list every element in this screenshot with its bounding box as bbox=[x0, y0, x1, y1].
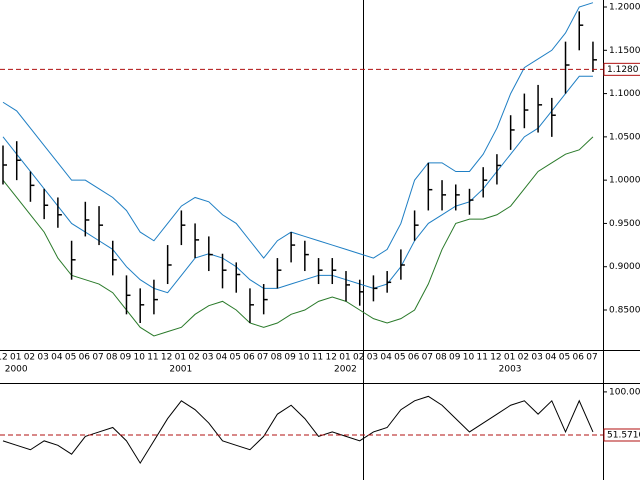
x-tick-label: 03 bbox=[202, 353, 213, 363]
y-tick-label: 1.0000 bbox=[609, 176, 640, 186]
x-tick-label: 11 bbox=[312, 353, 323, 363]
oscillator-line bbox=[2, 395, 594, 465]
lower-band bbox=[2, 136, 594, 337]
year-label: 2002 bbox=[334, 365, 357, 375]
x-tick-label: 05 bbox=[65, 353, 76, 363]
level-label-box bbox=[603, 428, 640, 442]
x-tick-label: 01 bbox=[504, 353, 515, 363]
x-tick-label: 09 bbox=[120, 353, 132, 363]
x-tick-label: 01 bbox=[10, 353, 21, 363]
x-tick-label: 06 bbox=[243, 353, 255, 363]
x-tick-label: 06 bbox=[408, 353, 420, 363]
x-tick-label: 02 bbox=[24, 353, 35, 363]
x-tick-label: 04 bbox=[51, 353, 63, 363]
x-tick-label: 05 bbox=[230, 353, 241, 363]
x-tick-label: 08 bbox=[106, 353, 118, 363]
x-tick-label: 04 bbox=[380, 353, 392, 363]
y-tick-label: 1.2000 bbox=[609, 3, 640, 13]
year-label: 2001 bbox=[169, 365, 192, 375]
upper-band bbox=[2, 2, 594, 259]
x-tick-label: 06 bbox=[573, 353, 585, 363]
x-tick-label: 07 bbox=[257, 353, 268, 363]
x-tick-label: 01 bbox=[175, 353, 186, 363]
year-label: 2003 bbox=[499, 365, 522, 375]
x-tick-label: 04 bbox=[216, 353, 228, 363]
x-tick-label: 10 bbox=[133, 353, 145, 363]
y-tick-label: 0.9000 bbox=[609, 262, 640, 272]
x-tick-label: 05 bbox=[559, 353, 570, 363]
y-tick-label: 1.1000 bbox=[609, 89, 640, 99]
x-tick-label: 04 bbox=[545, 353, 557, 363]
y-tick-label: 100.00 bbox=[609, 387, 640, 397]
x-tick-label: 07 bbox=[586, 353, 597, 363]
x-tick-label: 07 bbox=[92, 353, 103, 363]
y-tick-label: 1.0500 bbox=[609, 132, 640, 142]
x-tick-label: 11 bbox=[147, 353, 158, 363]
x-tick-label: 05 bbox=[394, 353, 405, 363]
x-tick-label: 12 bbox=[0, 353, 8, 363]
x-tick-label: 03 bbox=[531, 353, 542, 363]
x-tick-label: 01 bbox=[339, 353, 350, 363]
x-tick-label: 12 bbox=[326, 353, 337, 363]
x-tick-label: 06 bbox=[79, 353, 91, 363]
middle-band bbox=[2, 75, 593, 294]
y-tick-label: 0.8500 bbox=[609, 306, 640, 316]
level-label-box bbox=[603, 62, 640, 76]
x-tick-label: 09 bbox=[449, 353, 461, 363]
x-tick-label: 12 bbox=[161, 353, 172, 363]
year-label: 2000 bbox=[5, 365, 28, 375]
x-tick-label: 11 bbox=[476, 353, 487, 363]
x-tick-label: 10 bbox=[463, 353, 475, 363]
x-tick-label: 08 bbox=[271, 353, 283, 363]
level-label: 1.1280 bbox=[607, 65, 639, 75]
x-tick-label: 02 bbox=[353, 353, 364, 363]
x-tick-label: 10 bbox=[298, 353, 310, 363]
x-tick-label: 07 bbox=[422, 353, 433, 363]
y-tick-label: 1.1500 bbox=[609, 46, 640, 56]
y-tick-label: 0.9500 bbox=[609, 219, 640, 229]
x-tick-label: 08 bbox=[435, 353, 447, 363]
x-tick-label: 02 bbox=[518, 353, 529, 363]
x-tick-label: 02 bbox=[188, 353, 199, 363]
x-tick-label: 09 bbox=[284, 353, 296, 363]
x-tick-label: 03 bbox=[37, 353, 48, 363]
level-label: 51.5710 bbox=[607, 430, 640, 440]
x-tick-label: 03 bbox=[367, 353, 378, 363]
x-tick-label: 12 bbox=[490, 353, 501, 363]
